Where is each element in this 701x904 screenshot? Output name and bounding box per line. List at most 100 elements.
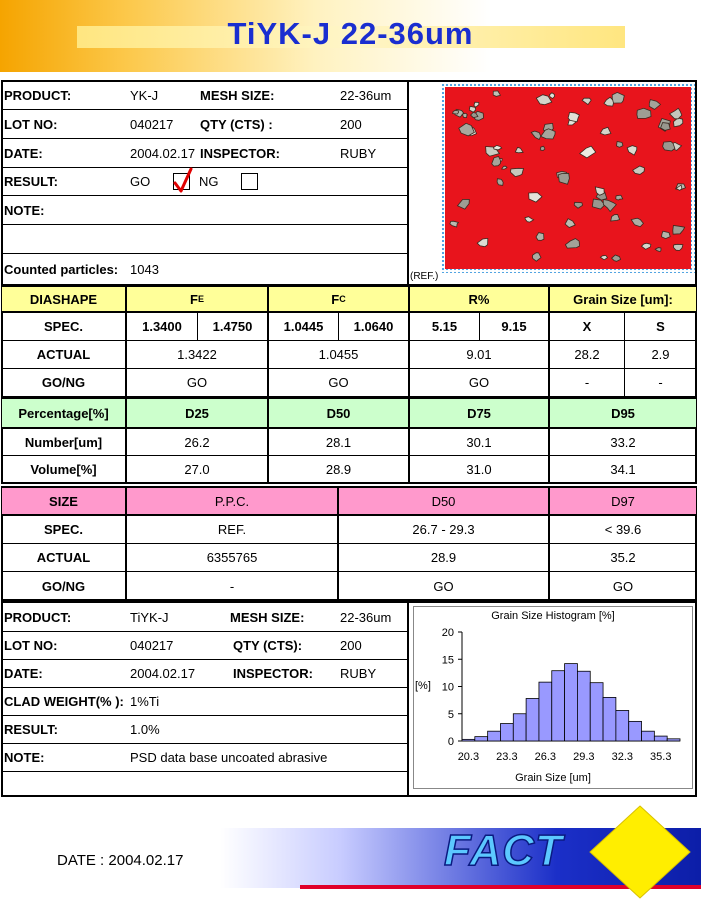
b-inspector-value: RUBY — [340, 666, 377, 681]
size-actual-label: ACTUAL — [36, 550, 91, 565]
actual-cell: 28.2 — [574, 347, 600, 362]
b-lot-value: 040217 — [130, 638, 174, 653]
abrasive-grain — [599, 254, 609, 261]
mesh-value: 22-36um — [340, 88, 392, 103]
b-result-label: RESULT: — [4, 722, 58, 737]
gong-cell: GO — [186, 375, 208, 390]
b-date-value: 2004.02.17 — [130, 666, 196, 681]
histogram-bar — [666, 738, 681, 742]
y-tick-label: 5 — [448, 709, 454, 721]
abrasive-grain — [661, 230, 671, 240]
abrasive-grain — [452, 109, 460, 115]
ng-checkbox[interactable] — [241, 173, 258, 190]
abrasive-grain — [632, 165, 645, 175]
gong-cell: - — [584, 375, 590, 390]
actual-cell: 2.9 — [651, 347, 670, 362]
histogram-bar — [538, 681, 553, 742]
x-tick-label: 26.3 — [535, 751, 556, 763]
volume-cell: 28.9 — [325, 462, 352, 477]
histogram-bar — [525, 698, 540, 742]
number-cell: 26.2 — [184, 434, 210, 450]
spec-cell: 1.0640 — [353, 319, 394, 334]
size-spec-cell: 26.7 - 29.3 — [412, 522, 475, 537]
histogram-xlabel: Grain Size [um] — [515, 771, 591, 784]
size-actual-cell: 6355765 — [206, 550, 258, 565]
abrasive-grain — [476, 237, 489, 248]
abrasive-grain — [496, 178, 504, 186]
abrasive-grain — [535, 94, 553, 106]
b-date-label: DATE: — [4, 666, 43, 681]
abrasive-grain — [548, 92, 555, 100]
lot-value: 040217 — [130, 116, 174, 132]
ng-label: NG — [199, 174, 219, 189]
size-actual-cell: 35.2 — [610, 550, 636, 565]
volume-cell: 27.0 — [184, 462, 210, 477]
page-title: TiYK-J 22-36um — [227, 16, 474, 51]
number-cell: 30.1 — [466, 434, 492, 450]
product-label: PRODUCT: — [4, 88, 72, 103]
size-gong-cell: - — [229, 578, 235, 594]
actual-cell: 1.3422 — [177, 347, 217, 362]
histogram-bar — [564, 663, 578, 742]
abrasive-grain — [602, 199, 617, 213]
abrasive-grain — [564, 238, 581, 249]
abrasive-grain — [573, 201, 583, 209]
histogram-bar — [551, 670, 565, 742]
y-tick-label: 0 — [448, 736, 454, 748]
abrasive-grain — [458, 122, 475, 137]
number-cell: 33.2 — [610, 434, 636, 450]
spec-cell: S — [656, 319, 665, 334]
percentage-header: Percentage[%] — [18, 405, 109, 421]
x-tick-label: 20.3 — [458, 751, 479, 763]
spec-cell: 1.4750 — [212, 319, 253, 334]
spec-cell: X — [582, 319, 592, 334]
abrasive-grain — [514, 146, 524, 154]
abrasive-grain — [557, 172, 570, 185]
b-clad-label: CLAD WEIGHT(% ): — [4, 694, 124, 709]
abrasive-grain — [491, 156, 501, 167]
result-label: RESULT: — [4, 174, 58, 189]
histogram-bar — [474, 736, 489, 742]
abrasive-grain — [579, 145, 597, 159]
size-gong-cell: GO — [433, 578, 454, 594]
b-lot-label: LOT NO: — [4, 638, 58, 653]
histogram-chart: 0 5 10 15 20 20.3 23.3 26.3 29.3 32.3 35.3 — [442, 627, 681, 763]
counted-label: Counted particles: — [4, 261, 119, 277]
ppc-header: P.P.C. — [214, 493, 250, 509]
b-product-label: PRODUCT: — [4, 609, 72, 625]
histogram-bar — [461, 738, 476, 742]
abrasive-grain — [654, 247, 662, 253]
note-label: NOTE: — [4, 202, 45, 218]
actual-cell: 9.01 — [466, 347, 492, 362]
title-bar — [77, 26, 625, 48]
abrasive-grain — [468, 105, 477, 113]
abrasive-grain — [648, 99, 662, 110]
y-tick-label: 20 — [442, 627, 454, 639]
go-label: GO — [130, 174, 151, 189]
spec-cell: 1.3400 — [142, 319, 182, 334]
abrasive-grain — [492, 90, 502, 97]
histogram-bar — [512, 713, 527, 742]
b-qty-label: QTY (CTS): — [233, 638, 303, 653]
date-label: DATE: — [4, 145, 43, 161]
histogram-bar — [500, 723, 514, 742]
b-mesh-label: MESH SIZE: — [230, 609, 305, 625]
size-spec-label: SPEC. — [43, 522, 83, 537]
mesh-label: MESH SIZE: — [200, 88, 275, 103]
histogram-title: Grain Size Histogram [%] — [491, 609, 615, 622]
histogram-bar — [615, 710, 630, 742]
b-clad-value: 1%Ti — [130, 694, 160, 709]
gong-cell: GO — [468, 375, 490, 390]
histogram-bar — [487, 730, 501, 742]
abrasive-grain — [581, 97, 592, 106]
abrasive-grain — [616, 141, 624, 148]
abrasive-grain — [673, 117, 684, 128]
grain-size-header: Grain Size [um]: — [573, 291, 673, 307]
abrasive-grain — [540, 128, 556, 140]
abrasive-grain — [461, 112, 468, 119]
footer-date: DATE : 2004.02.17 — [57, 851, 184, 869]
actual-cell: 1.0455 — [318, 347, 359, 362]
histogram-bar — [602, 697, 617, 742]
b-product-value: TiYK-J — [130, 609, 169, 625]
